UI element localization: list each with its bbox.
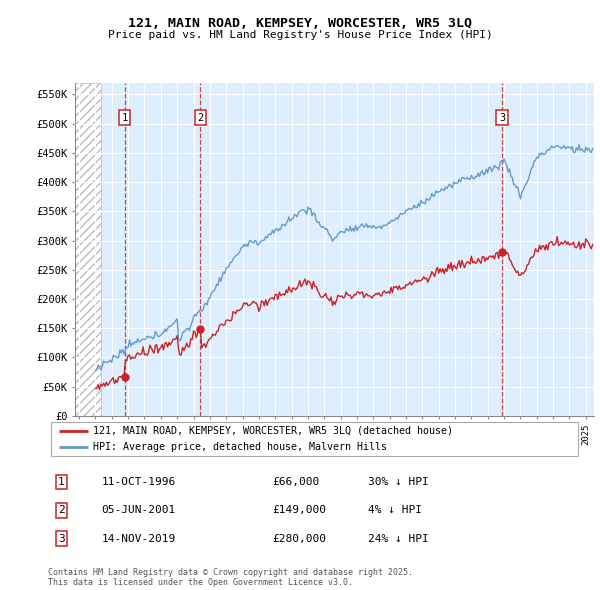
Text: 3: 3: [58, 534, 65, 543]
Text: 11-OCT-1996: 11-OCT-1996: [101, 477, 176, 487]
Text: £149,000: £149,000: [272, 506, 326, 515]
Text: £66,000: £66,000: [272, 477, 320, 487]
Text: 3: 3: [499, 113, 505, 123]
Text: 24% ↓ HPI: 24% ↓ HPI: [368, 534, 429, 543]
Text: Price paid vs. HM Land Registry's House Price Index (HPI): Price paid vs. HM Land Registry's House …: [107, 30, 493, 40]
Text: 121, MAIN ROAD, KEMPSEY, WORCESTER, WR5 3LQ: 121, MAIN ROAD, KEMPSEY, WORCESTER, WR5 …: [128, 17, 472, 30]
Text: 4% ↓ HPI: 4% ↓ HPI: [368, 506, 422, 515]
Text: 1: 1: [58, 477, 65, 487]
Text: 30% ↓ HPI: 30% ↓ HPI: [368, 477, 429, 487]
Text: 1: 1: [121, 113, 128, 123]
Text: 2: 2: [197, 113, 203, 123]
Text: 14-NOV-2019: 14-NOV-2019: [101, 534, 176, 543]
Text: 2: 2: [58, 506, 65, 515]
Text: £280,000: £280,000: [272, 534, 326, 543]
FancyBboxPatch shape: [50, 422, 578, 456]
Text: 121, MAIN ROAD, KEMPSEY, WORCESTER, WR5 3LQ (detached house): 121, MAIN ROAD, KEMPSEY, WORCESTER, WR5 …: [94, 425, 454, 435]
Text: Contains HM Land Registry data © Crown copyright and database right 2025.
This d: Contains HM Land Registry data © Crown c…: [48, 568, 413, 587]
Text: 05-JUN-2001: 05-JUN-2001: [101, 506, 176, 515]
Text: HPI: Average price, detached house, Malvern Hills: HPI: Average price, detached house, Malv…: [94, 442, 388, 453]
